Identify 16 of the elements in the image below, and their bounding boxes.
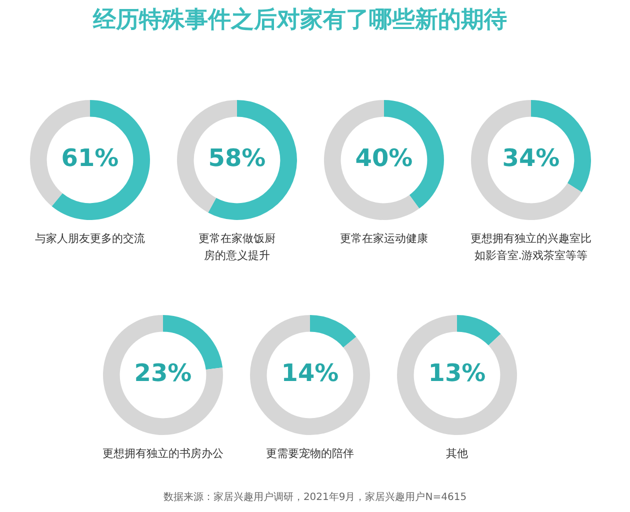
text: 其他: [445, 446, 469, 462]
data-label: 61%: [61, 144, 119, 172]
data-label: 58%: [208, 144, 266, 172]
text: 更想拥有独立的兴趣室比如影音室.游戏茶室等等: [470, 231, 592, 264]
data-label: 14%: [281, 359, 339, 388]
data-label: 13%: [428, 359, 486, 388]
data-label: 23%: [134, 359, 192, 388]
text: 更常在家运动健康: [339, 231, 429, 247]
source-note: 数据来源：家居兴趣用户调研，2021年9月，家居兴趣用户N=4615: [162, 490, 468, 504]
data-label: 40%: [355, 144, 413, 172]
text: 更需要宠物的陪伴: [265, 446, 355, 462]
text: 更常在家做饭厨房的意义提升: [198, 231, 276, 264]
text: 与家人朋友更多的交流: [34, 231, 146, 247]
text: 更想拥有独立的书房办公: [102, 446, 224, 462]
text: 经历特殊事件之后对家有了哪些新的期待: [92, 6, 508, 35]
data-label: 34%: [502, 144, 560, 172]
